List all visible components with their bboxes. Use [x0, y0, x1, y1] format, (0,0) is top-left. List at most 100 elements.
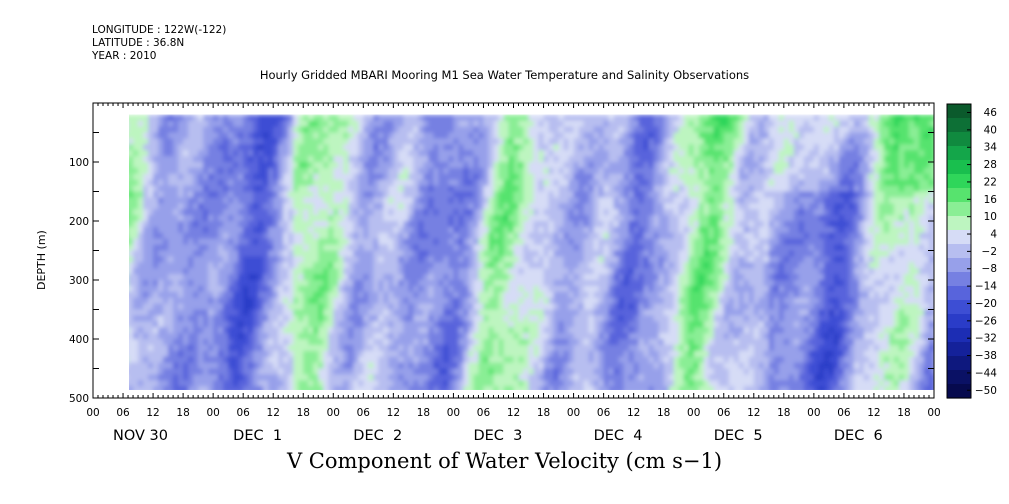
heatmap-cell	[129, 344, 135, 352]
heatmap-cell	[483, 191, 490, 199]
heatmap-cell	[283, 238, 290, 246]
heatmap-cell	[383, 238, 390, 246]
heatmap-cell	[458, 221, 465, 229]
heatmap-cell	[348, 297, 355, 305]
heatmap-cell	[223, 386, 230, 390]
heatmap-cell	[508, 309, 515, 317]
heatmap-cell	[129, 114, 130, 122]
heatmap-cell	[528, 150, 535, 158]
heatmap-cell	[243, 380, 250, 388]
heatmap-cell	[383, 321, 390, 329]
heatmap-cell	[188, 221, 195, 229]
heatmap-cell	[238, 209, 245, 217]
heatmap-cell	[373, 374, 380, 382]
heatmap-cell	[408, 150, 415, 158]
heatmap-cell	[643, 138, 650, 146]
heatmap-cell	[238, 309, 245, 317]
heatmap-cell	[553, 150, 560, 158]
heatmap-cell	[398, 362, 405, 370]
heatmap-cell	[253, 244, 260, 252]
heatmap-cell	[403, 114, 410, 122]
heatmap-cell	[148, 226, 155, 234]
heatmap-cell	[553, 126, 560, 134]
heatmap-cell	[428, 368, 435, 376]
heatmap-cell	[363, 380, 370, 388]
heatmap-cell	[328, 144, 335, 152]
heatmap-cell	[613, 138, 620, 146]
heatmap-cell	[198, 291, 205, 299]
heatmap-cell	[383, 232, 390, 240]
heatmap-cell	[513, 374, 520, 382]
heatmap-cell	[283, 303, 290, 311]
heatmap-cell	[198, 221, 205, 229]
heatmap-cell	[553, 173, 560, 181]
heatmap-cell	[348, 368, 355, 376]
heatmap-cell	[248, 285, 255, 293]
heatmap-cell	[573, 309, 580, 317]
heatmap-cell	[318, 150, 325, 158]
heatmap-cell	[483, 238, 490, 246]
heatmap-cell	[253, 250, 260, 258]
heatmap-cell	[553, 185, 560, 193]
heatmap-cell	[618, 244, 625, 252]
heatmap-cell	[588, 309, 595, 317]
heatmap-cell	[503, 280, 510, 288]
heatmap-cell	[133, 297, 140, 305]
heatmap-cell	[293, 362, 300, 370]
heatmap-cell	[238, 321, 245, 329]
heatmap-cell	[618, 285, 625, 293]
heatmap-cell	[313, 262, 320, 270]
heatmap-cell	[203, 256, 210, 264]
heatmap-cell	[533, 297, 540, 305]
heatmap-cell	[578, 226, 585, 234]
heatmap-cell	[413, 315, 420, 323]
heatmap-cell	[303, 191, 310, 199]
heatmap-cell	[558, 120, 565, 128]
heatmap-cell	[643, 380, 650, 388]
heatmap-cell	[273, 262, 280, 270]
heatmap-cell	[433, 327, 440, 335]
heatmap-cell	[613, 232, 620, 240]
heatmap-cell	[278, 197, 285, 205]
heatmap-cell	[628, 303, 635, 311]
heatmap-cell	[283, 333, 290, 341]
heatmap-cell	[618, 356, 625, 364]
heatmap-cell	[403, 250, 410, 258]
heatmap-cell	[413, 167, 420, 175]
heatmap-cell	[138, 191, 145, 199]
heatmap-cell	[343, 374, 350, 382]
heatmap-cell	[348, 291, 355, 299]
heatmap-cell	[293, 380, 300, 388]
heatmap-cell	[608, 185, 615, 193]
heatmap-cell	[313, 362, 320, 370]
heatmap-cell	[298, 156, 305, 164]
heatmap-cell	[298, 350, 305, 358]
heatmap-cell	[163, 126, 170, 134]
heatmap-cell	[593, 274, 600, 282]
heatmap-cell	[648, 203, 655, 211]
heatmap-cell	[273, 274, 280, 282]
heatmap-cell	[248, 350, 255, 358]
heatmap-cell	[363, 150, 370, 158]
heatmap-cell	[133, 185, 140, 193]
heatmap-cell	[563, 162, 570, 170]
heatmap-cell	[408, 209, 415, 217]
heatmap-cell	[298, 162, 305, 170]
heatmap-cell	[168, 173, 175, 181]
heatmap-cell	[358, 285, 365, 293]
heatmap-cell	[618, 156, 625, 164]
heatmap-cell	[358, 386, 365, 390]
heatmap-cell	[408, 203, 415, 211]
heatmap-cell	[473, 333, 480, 341]
heatmap-cell	[543, 368, 550, 376]
heatmap-cell	[478, 380, 485, 388]
heatmap-cell	[548, 291, 555, 299]
heatmap-cell	[343, 203, 350, 211]
heatmap-cell	[483, 150, 490, 158]
heatmap-cell	[648, 197, 655, 205]
heatmap-cell	[143, 238, 150, 246]
heatmap-cell	[153, 197, 160, 205]
heatmap-cell	[158, 173, 165, 181]
heatmap-cell	[423, 274, 430, 282]
heatmap-cell	[543, 303, 550, 311]
